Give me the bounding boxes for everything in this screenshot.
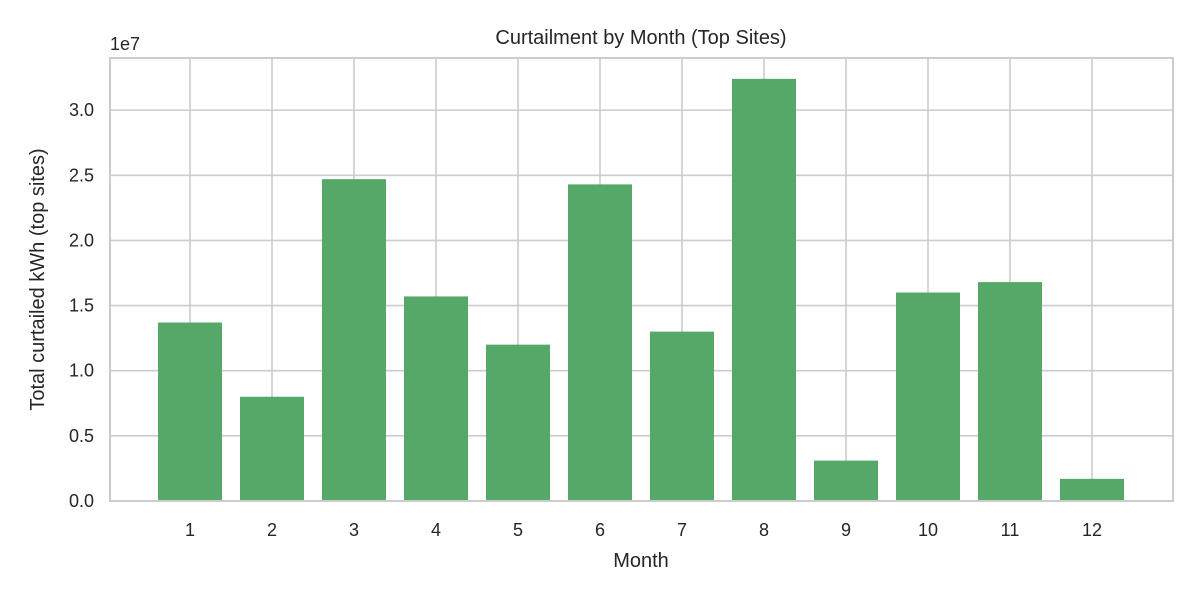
chart-title: Curtailment by Month (Top Sites)	[495, 27, 786, 49]
bar-month-12	[1060, 478, 1124, 501]
y-axis-label: Total curtailed kWh (top sites)	[27, 148, 49, 410]
x-tick-label: 11	[1001, 520, 1020, 540]
x-tick-label: 7	[677, 520, 687, 540]
x-tick-label: 4	[431, 520, 441, 540]
y-tick-label: 1.0	[69, 361, 94, 381]
bar-month-8	[732, 78, 796, 502]
y-tick-label: 0.5	[69, 426, 94, 446]
x-tick-label: 12	[1082, 520, 1102, 540]
bar-month-1	[158, 322, 222, 501]
y-tick-label: 2.0	[69, 230, 94, 250]
bar-month-2	[240, 396, 304, 501]
plot-frame	[109, 57, 1174, 502]
bar-month-11	[978, 282, 1042, 501]
bar-month-5	[486, 344, 550, 501]
x-tick-label: 3	[349, 520, 359, 540]
x-axis-label: Month	[613, 550, 669, 572]
x-tick-label: 5	[513, 520, 523, 540]
bar-month-3	[322, 179, 386, 501]
y-tick-label: 1.5	[69, 296, 94, 316]
bar-month-10	[896, 292, 960, 501]
y-axis-offset-label: 1e7	[110, 34, 140, 54]
bar-month-7	[650, 331, 714, 501]
y-tick-label: 2.5	[69, 165, 94, 185]
x-tick-label: 1	[185, 520, 195, 540]
x-tick-label: 6	[595, 520, 605, 540]
x-tick-label: 10	[918, 520, 938, 540]
y-tick-label: 3.0	[69, 100, 94, 120]
y-tick-label: 0.0	[69, 491, 94, 511]
bar-month-4	[404, 296, 468, 501]
x-tick-label: 9	[841, 520, 851, 540]
x-tick-label: 8	[759, 520, 769, 540]
bar-month-9	[814, 460, 878, 501]
x-tick-label: 2	[267, 520, 277, 540]
bars	[158, 78, 1124, 502]
bar-month-6	[568, 184, 632, 501]
tick-labels: 0.00.51.01.52.02.53.01 2 3 4 5 6 7 8 9 10 11 12	[69, 100, 1102, 540]
